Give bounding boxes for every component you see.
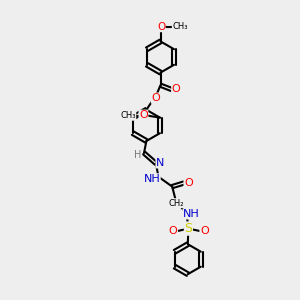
- Text: CH₃: CH₃: [120, 111, 136, 120]
- Text: CH₂: CH₂: [169, 199, 184, 208]
- Text: O: O: [184, 178, 193, 188]
- Text: O: O: [200, 226, 209, 236]
- Text: NH: NH: [183, 209, 200, 219]
- Text: O: O: [157, 22, 165, 32]
- Text: H: H: [134, 150, 142, 160]
- Text: CH₃: CH₃: [172, 22, 188, 31]
- Text: S: S: [184, 222, 192, 235]
- Text: N: N: [156, 158, 164, 168]
- Text: O: O: [172, 84, 181, 94]
- Text: O: O: [139, 110, 148, 120]
- Text: NH: NH: [143, 174, 160, 184]
- Text: O: O: [151, 93, 160, 103]
- Text: O: O: [169, 226, 178, 236]
